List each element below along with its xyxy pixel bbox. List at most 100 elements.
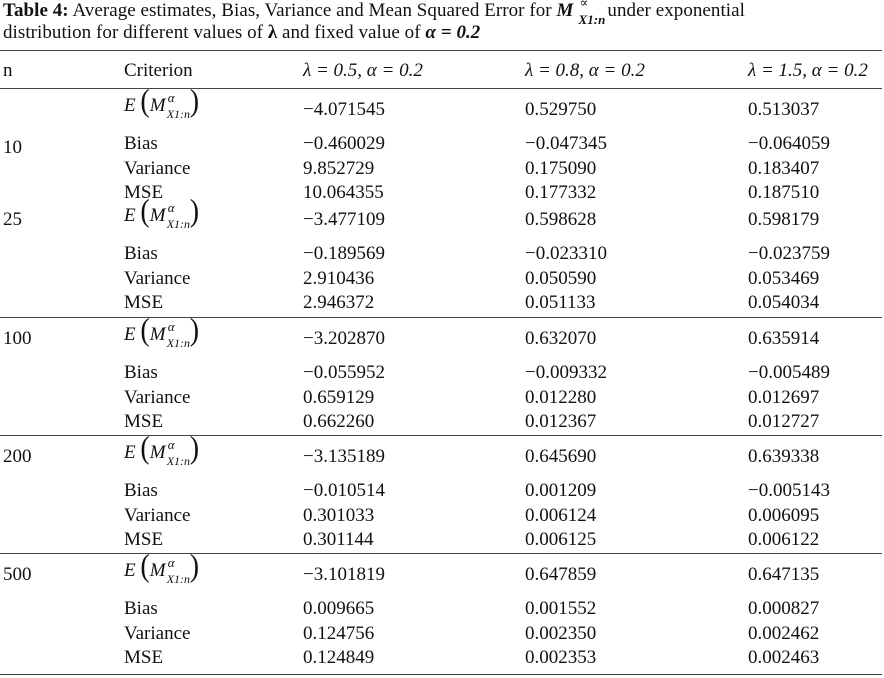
value-cell: 0.006125 <box>525 529 597 550</box>
caption-line-1: Table 4: Average estimates, Bias, Varian… <box>3 0 881 27</box>
value-cell: 0.001209 <box>525 480 597 501</box>
value-cell: 0.051133 <box>525 292 596 313</box>
expectation-close-paren: ) <box>189 312 200 349</box>
criterion-label: Variance <box>124 623 191 644</box>
value-cell: 0.598628 <box>525 209 597 230</box>
table-row: Bias 0.009665 0.001552 0.000827 <box>0 597 884 621</box>
value-cell: −0.055952 <box>303 362 385 383</box>
value-cell: −0.009332 <box>525 362 607 383</box>
table-top-rule <box>0 50 882 51</box>
value-cell: 0.647859 <box>525 564 597 585</box>
expectation-e: E <box>124 205 136 226</box>
m-symbol: M ∝ X1:n <box>556 0 607 27</box>
expectation-m-sub: X1:n <box>166 336 191 350</box>
group-separator-rule <box>0 553 882 554</box>
value-cell: 0.124756 <box>303 623 375 644</box>
header-col-3: λ = 1.5, α = 0.2 <box>748 60 868 81</box>
value-cell: 0.513037 <box>748 99 820 120</box>
criterion-label: Bias <box>124 243 158 264</box>
group-separator-rule <box>0 435 882 436</box>
table-row: MSE 10.064355 0.177332 0.187510 <box>0 181 884 205</box>
criterion-label: Bias <box>124 480 158 501</box>
criterion-label: Bias <box>124 598 158 619</box>
value-cell: 0.012697 <box>748 387 820 408</box>
value-cell: 0.002463 <box>748 647 820 668</box>
expectation-symbol: E (M α X1:n) <box>124 312 200 350</box>
value-cell: −4.071545 <box>303 99 385 120</box>
value-cell: 0.000827 <box>748 598 820 619</box>
expectation-open-paren: ( <box>140 430 150 467</box>
table-row: MSE 0.301144 0.006125 0.006122 <box>0 528 884 552</box>
table-row: Variance 0.124756 0.002350 0.002462 <box>0 622 884 646</box>
caption-line-2: distribution for different values of λ a… <box>3 22 881 44</box>
criterion-label: MSE <box>124 529 164 550</box>
value-cell: 0.006122 <box>748 529 820 550</box>
criterion-expectation: E (M α X1:n) <box>124 83 199 121</box>
table-row: MSE 0.662260 0.012367 0.012727 <box>0 410 884 434</box>
header-col-1: λ = 0.5, α = 0.2 <box>303 60 423 81</box>
value-cell: 0.659129 <box>303 387 375 408</box>
expectation-symbol: E (M α X1:n) <box>124 193 200 231</box>
table-row: E (M α X1:n) −4.071545 0.529750 0.513037 <box>0 85 884 122</box>
expectation-close-paren: ) <box>189 548 200 585</box>
value-cell: −0.023759 <box>748 243 830 264</box>
expectation-m-letter: M <box>149 560 166 581</box>
criterion-expectation: E (M α X1:n) <box>124 548 200 586</box>
expectation-m-sup: α <box>167 555 175 570</box>
expectation-m-letter: M <box>149 205 166 226</box>
expectation-m-sup: α <box>167 200 175 215</box>
value-cell: 0.635914 <box>748 328 820 349</box>
table-bottom-rule <box>0 674 882 675</box>
value-cell: −0.047345 <box>525 133 607 154</box>
value-cell: 0.012727 <box>748 411 820 432</box>
expectation-close-paren: ) <box>189 193 200 230</box>
alpha-fixed: α = 0.2 <box>425 22 481 43</box>
table-row: Variance 0.301033 0.006124 0.006095 <box>0 504 884 528</box>
criterion-label: Variance <box>124 158 191 179</box>
expectation-open-paren: ( <box>140 548 150 585</box>
value-cell: −0.005489 <box>748 362 830 383</box>
criterion-label: MSE <box>124 292 164 313</box>
value-cell: 0.301033 <box>303 505 375 526</box>
value-cell: −3.477109 <box>303 209 385 230</box>
value-cell: 0.050590 <box>525 268 597 289</box>
value-cell: 0.639338 <box>748 446 820 467</box>
criterion-label: Bias <box>124 362 158 383</box>
expectation-m-letter: M <box>149 442 166 463</box>
expectation-m-letter: M <box>149 324 166 345</box>
expectation-e: E <box>124 560 136 581</box>
value-cell: 0.645690 <box>525 446 597 467</box>
expectation-open-paren: ( <box>140 193 150 230</box>
caption-label: Table 4: <box>3 0 69 21</box>
lambda-symbol: λ <box>267 22 278 43</box>
criterion-label: MSE <box>124 182 164 203</box>
table-caption: Table 4: Average estimates, Bias, Varian… <box>3 0 881 44</box>
value-cell: 0.053469 <box>748 268 820 289</box>
expectation-close-paren: ) <box>189 430 200 467</box>
expectation-open-paren: ( <box>140 83 150 120</box>
expectation-m-letter: M <box>149 95 166 116</box>
value-cell: −0.460029 <box>303 133 385 154</box>
value-cell: −3.135189 <box>303 446 385 467</box>
value-cell: 0.012280 <box>525 387 597 408</box>
table-header-rule <box>0 88 882 89</box>
value-cell: −0.064059 <box>748 133 830 154</box>
criterion-expectation: E (M α X1:n) <box>124 430 200 468</box>
value-cell: 0.012367 <box>525 411 597 432</box>
table-row: MSE 0.124849 0.002353 0.002463 <box>0 646 884 670</box>
table-row: Variance 9.852729 0.175090 0.183407 <box>0 157 884 181</box>
table-row: E (M α X1:n) −3.135189 0.645690 0.639338 <box>0 432 884 469</box>
table-row: Bias −0.189569 −0.023310 −0.023759 <box>0 242 884 266</box>
group-n-label: 100 <box>3 328 32 349</box>
criterion-label: Bias <box>124 133 158 154</box>
criterion-expectation: E (M α X1:n) <box>124 312 200 350</box>
expectation-e: E <box>124 442 136 463</box>
expectation-m-sub: X1:n <box>166 217 191 231</box>
value-cell: 0.001552 <box>525 598 597 619</box>
criterion-expectation: E (M α X1:n) <box>124 193 200 231</box>
value-cell: 0.006095 <box>748 505 820 526</box>
expectation-symbol: E (M α X1:n) <box>124 548 200 586</box>
